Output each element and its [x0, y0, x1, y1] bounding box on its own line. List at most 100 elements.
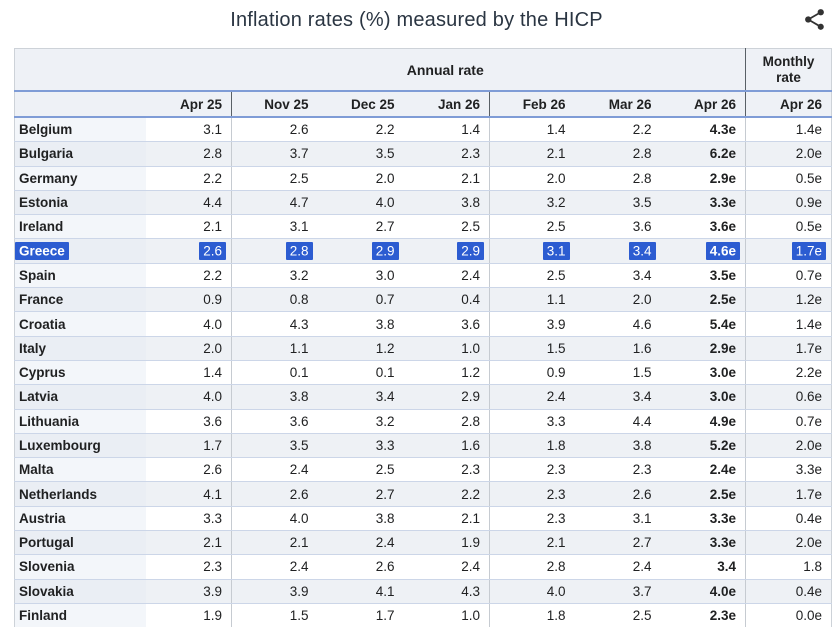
share-icon	[804, 9, 824, 30]
row-country-label: Portugal	[14, 530, 146, 556]
cell-value: 0.5e	[745, 214, 832, 240]
cell-value: 3.4	[660, 554, 746, 580]
cell-value: 4.1	[145, 481, 232, 507]
row-country-label: Ireland	[14, 214, 146, 240]
cell-value: 2.9	[403, 238, 490, 264]
cell-value: 2.0	[574, 287, 661, 313]
cell-value: 1.6	[574, 336, 661, 361]
cell-value: 3.6	[574, 214, 661, 240]
cell-value: 1.1	[489, 287, 575, 313]
cell-value: 3.4	[574, 238, 661, 264]
cell-value: 5.4e	[660, 311, 746, 337]
row-country-label: Netherlands	[14, 481, 146, 507]
cell-value: 3.2	[317, 409, 404, 434]
table-row: Lithuania 3.6 3.6 3.2 2.8 3.3 4.4 4.9e 0.7e	[14, 409, 832, 434]
cell-value: 1.4e	[745, 117, 832, 143]
cell-value: 1.2e	[745, 287, 832, 313]
cell-value: 2.1	[231, 530, 318, 556]
cell-value: 2.4e	[660, 457, 746, 483]
cell-value: 3.5	[317, 141, 404, 167]
cell-value: 4.0	[145, 384, 232, 410]
cell-value: 3.8	[317, 506, 404, 532]
cell-value: 2.2e	[745, 360, 832, 386]
cell-value: 2.3	[489, 457, 575, 483]
cell-value: 3.4	[574, 384, 661, 410]
cell-value: 2.9e	[660, 336, 746, 361]
row-country-label: Malta	[14, 457, 146, 483]
group-header-row: Annual rate Monthly rate	[14, 48, 832, 92]
column-header: Dec 25	[317, 91, 404, 118]
cell-value: 1.4	[145, 360, 232, 386]
table-row: Greece 2.6 2.8 2.9 2.9 3.1 3.4 4.6e 1.7e	[14, 238, 832, 264]
cell-value: 1.8	[489, 603, 575, 627]
cell-value: 2.2	[145, 166, 232, 191]
cell-value: 2.2	[317, 117, 404, 143]
cell-value: 2.2	[145, 263, 232, 289]
cell-value: 2.5	[403, 214, 490, 240]
table-row: Estonia 4.4 4.7 4.0 3.8 3.2 3.5 3.3e 0.9e	[14, 190, 832, 216]
cell-value: 3.2	[489, 190, 575, 216]
cell-value: 2.6	[317, 554, 404, 580]
cell-value: 2.2	[574, 117, 661, 143]
row-country-label: Germany	[14, 166, 146, 191]
cell-value: 3.3e	[660, 506, 746, 532]
annual-rate-header: Annual rate	[145, 48, 746, 92]
row-country-label: Finland	[14, 603, 146, 627]
cell-value: 2.5	[231, 166, 318, 191]
cell-value: 2.3	[403, 457, 490, 483]
cell-value: 1.7	[317, 603, 404, 627]
cell-value: 4.0e	[660, 579, 746, 604]
cell-value: 0.5e	[745, 166, 832, 191]
cell-value: 2.0e	[745, 433, 832, 459]
cell-value: 2.3e	[660, 603, 746, 627]
cell-value: 2.5	[489, 214, 575, 240]
cell-value: 4.0	[489, 579, 575, 604]
cell-value: 1.1	[231, 336, 318, 361]
cell-value: 1.0	[403, 603, 490, 627]
cell-value: 2.3	[489, 481, 575, 507]
row-country-label: Greece	[14, 238, 146, 264]
table-row: Finland 1.9 1.5 1.7 1.0 1.8 2.5 2.3e 0.0e	[14, 603, 832, 627]
cell-value: 3.5	[574, 190, 661, 216]
table-body: Belgium 3.1 2.6 2.2 1.4 1.4 2.2 4.3e 1.4e Bulgari…	[14, 117, 832, 627]
cell-value: 2.3	[574, 457, 661, 483]
selection-highlight: 2.9	[457, 242, 484, 261]
cell-value: 2.8	[489, 554, 575, 580]
cell-value: 3.2	[231, 263, 318, 289]
cell-value: 0.7e	[745, 409, 832, 434]
cell-value: 0.7e	[745, 263, 832, 289]
cell-value: 4.4	[574, 409, 661, 434]
cell-value: 2.6	[145, 238, 232, 264]
cell-value: 0.0e	[745, 603, 832, 627]
cell-value: 1.4	[403, 117, 490, 143]
cell-value: 1.7e	[745, 481, 832, 507]
cell-value: 3.8	[403, 190, 490, 216]
cell-value: 2.9e	[660, 166, 746, 191]
cell-value: 2.3	[489, 506, 575, 532]
cell-value: 0.7	[317, 287, 404, 313]
cell-value: 6.2e	[660, 141, 746, 167]
row-country-label: Cyprus	[14, 360, 146, 386]
column-header: Jan 26	[403, 91, 490, 118]
cell-value: 3.8	[231, 384, 318, 410]
cell-value: 2.8	[574, 166, 661, 191]
cell-value: 3.1	[145, 117, 232, 143]
column-header: Apr 25	[145, 91, 232, 118]
selection-highlight: 2.9	[371, 242, 399, 261]
cell-value: 2.0	[489, 166, 575, 191]
share-button[interactable]	[800, 6, 828, 34]
table-row: Slovenia 2.3 2.4 2.6 2.4 2.8 2.4 3.4 1.8	[14, 554, 832, 580]
corner-cell	[14, 91, 146, 118]
cell-value: 2.6	[145, 457, 232, 483]
cell-value: 1.2	[403, 360, 490, 386]
cell-value: 2.4	[574, 554, 661, 580]
cell-value: 4.6e	[660, 238, 746, 264]
cell-value: 2.2	[403, 481, 490, 507]
cell-value: 2.9	[317, 238, 404, 264]
row-country-label: Slovakia	[14, 579, 146, 604]
cell-value: 2.0e	[745, 530, 832, 556]
cell-value: 2.6	[231, 117, 318, 143]
selection-highlight: Greece	[15, 242, 69, 261]
cell-value: 2.7	[317, 214, 404, 240]
